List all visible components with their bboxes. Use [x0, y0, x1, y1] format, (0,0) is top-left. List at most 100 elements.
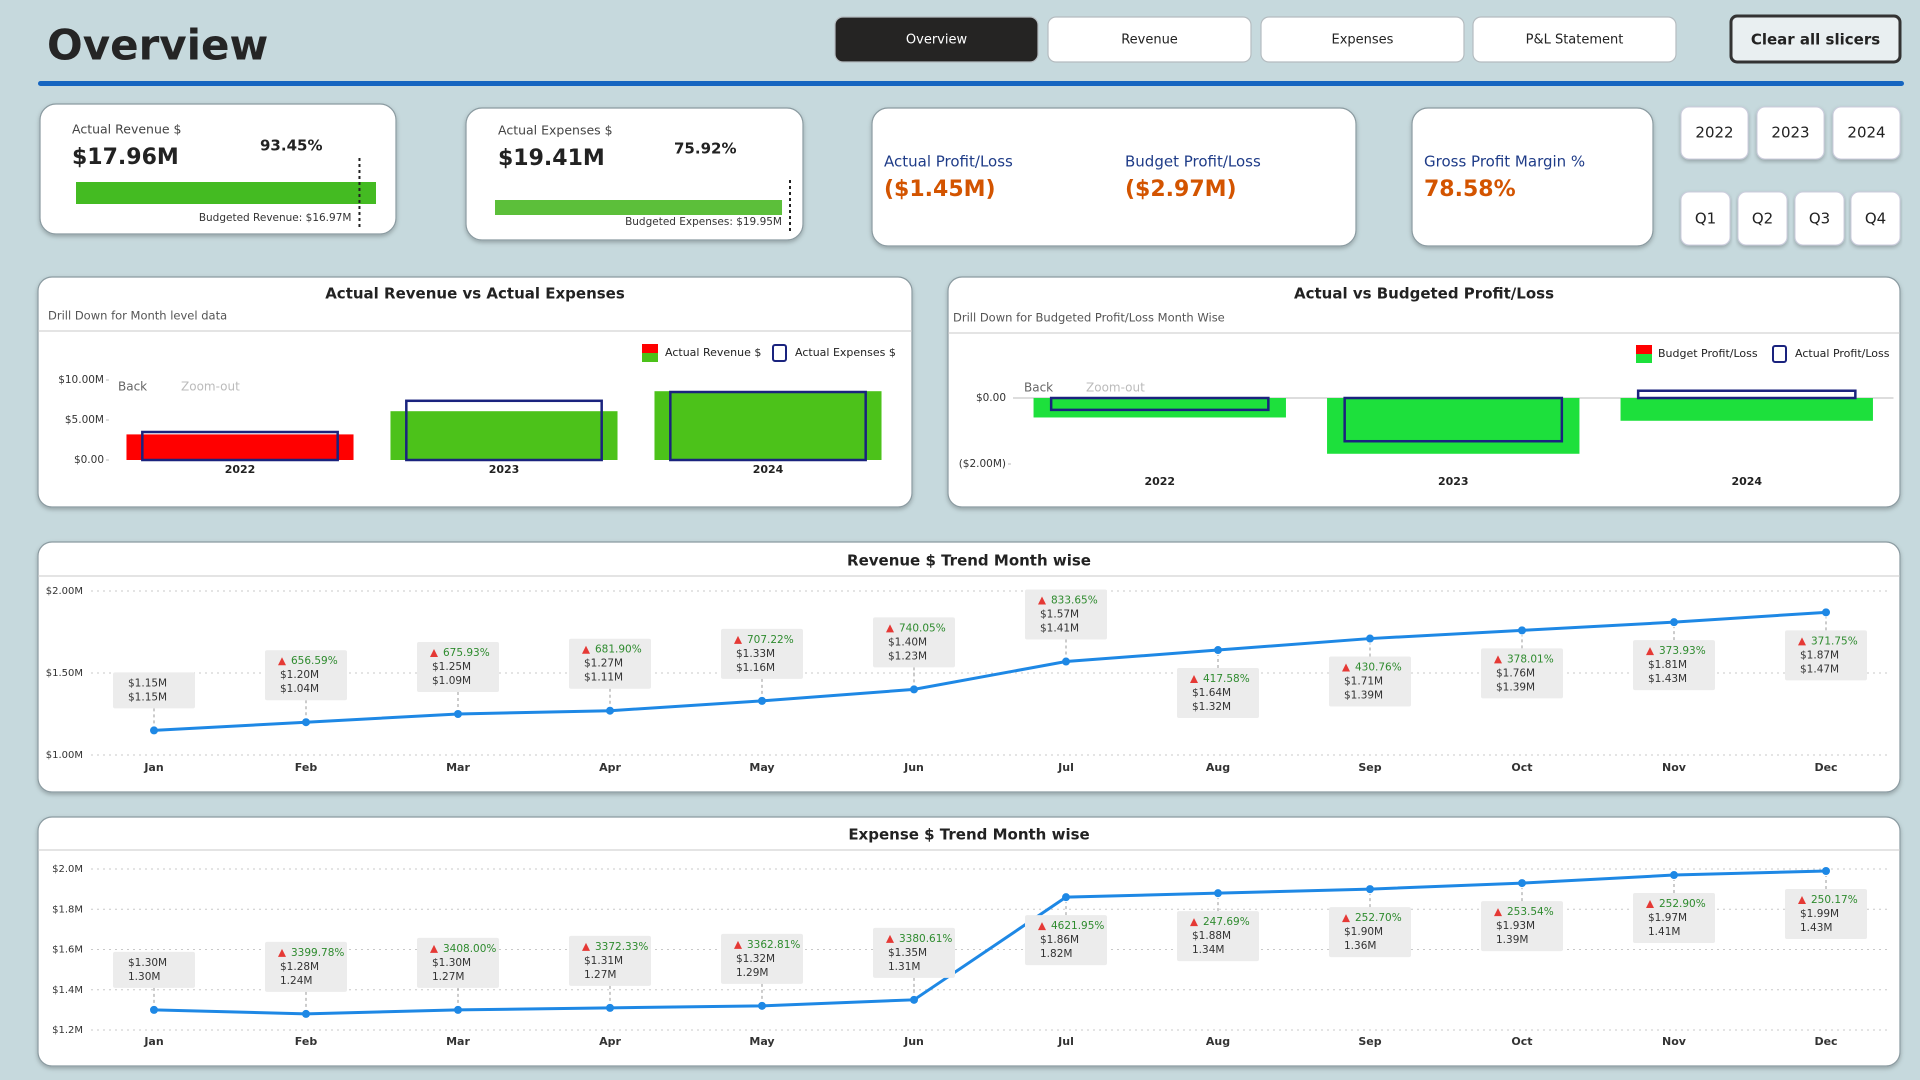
data-label: $1.93M — [1496, 920, 1535, 932]
quarter-slicer[interactable]: Q2 — [1737, 191, 1788, 246]
x-tick-label: Dec — [1814, 1035, 1837, 1048]
quarter-slicer-bg[interactable] — [1737, 191, 1788, 246]
y-tick-label: $1.50M — [46, 668, 83, 679]
quarter-slicer-label[interactable]: Q2 — [1752, 210, 1773, 228]
secondary-label: 1.31M — [888, 961, 920, 973]
secondary-label: $1.41M — [1040, 623, 1079, 635]
data-label: $1.35M — [888, 947, 927, 959]
data-label: $1.15M — [128, 677, 167, 689]
legend-swatch — [1636, 354, 1652, 363]
year-slicer[interactable]: 2024 — [1832, 106, 1901, 160]
change-label: 4621.95% — [1051, 920, 1104, 932]
year-slicer-label[interactable]: 2022 — [1695, 124, 1733, 142]
quarter-slicer-label[interactable]: Q4 — [1865, 210, 1886, 228]
bar-outline — [405, 399, 603, 462]
x-tick-label: 2022 — [1144, 475, 1175, 488]
quarter-slicer-label[interactable]: Q3 — [1809, 210, 1830, 228]
secondary-label: 1.39M — [1496, 934, 1528, 946]
data-point — [1366, 634, 1374, 643]
x-tick-label: Feb — [295, 1035, 318, 1048]
profit-card — [871, 107, 1357, 247]
data-point — [302, 1009, 310, 1018]
change-arrow — [1494, 655, 1502, 664]
data-label: $1.57M — [1040, 609, 1079, 621]
nav-tab-bg[interactable] — [1047, 16, 1252, 63]
x-tick-label: Mar — [446, 1035, 470, 1048]
bar-outline — [669, 390, 867, 462]
chart-title: Revenue $ Trend Month wise — [847, 552, 1091, 570]
secondary-label: 1.82M — [1040, 948, 1072, 960]
change-arrow — [1646, 900, 1654, 909]
data-label-box — [1633, 640, 1715, 691]
x-tick-label: Jul — [1057, 761, 1074, 774]
visual-control: Back — [118, 380, 147, 394]
year-slicer[interactable]: 2023 — [1756, 106, 1825, 160]
nav-tab[interactable]: P&L Statement — [1472, 16, 1677, 63]
quarter-slicer-bg[interactable] — [1850, 191, 1901, 246]
year-slicer-bg[interactable] — [1832, 106, 1901, 160]
clear-slicers-button[interactable]: Clear all slicers — [1729, 14, 1902, 64]
year-slicer[interactable]: 2022 — [1680, 106, 1749, 160]
year-slicer-label[interactable]: 2023 — [1771, 124, 1809, 142]
profit-value: ($1.45M) — [884, 177, 996, 202]
kpi-target-label: Budgeted Revenue: $16.97M — [199, 212, 352, 224]
year-slicer-bg[interactable] — [1756, 106, 1825, 160]
data-label-box — [721, 933, 803, 984]
data-label: $1.88M — [1192, 930, 1231, 942]
data-label: $1.97M — [1648, 912, 1687, 924]
data-label: $1.81M — [1648, 659, 1687, 671]
change-label: 3362.81% — [747, 939, 800, 951]
nav-tab-bg[interactable] — [1260, 16, 1465, 63]
y-tick-label: $1.4M — [52, 985, 83, 996]
change-arrow — [734, 635, 742, 644]
nav-tab[interactable]: Expenses — [1260, 16, 1465, 63]
change-label: 740.05% — [899, 622, 946, 634]
nav-tab[interactable]: Overview — [834, 16, 1039, 63]
nav-tab[interactable]: Revenue — [1047, 16, 1252, 63]
y-tick-label: $10.00M — [58, 374, 104, 386]
year-slicer-label[interactable]: 2024 — [1847, 124, 1885, 142]
kpi-value: $17.96M — [72, 145, 179, 170]
chart-card — [37, 816, 1901, 1067]
data-label-box — [1785, 889, 1867, 940]
change-label: 371.75% — [1811, 635, 1858, 647]
data-label-box — [265, 941, 347, 992]
clear-slicers-bg[interactable] — [1729, 14, 1902, 64]
nav-tab-label[interactable]: P&L Statement — [1526, 33, 1624, 48]
clear-slicers-label[interactable]: Clear all slicers — [1751, 31, 1880, 49]
nav-tab-label[interactable]: Overview — [906, 33, 968, 48]
data-point — [1214, 889, 1222, 898]
secondary-label: $1.23M — [888, 650, 927, 662]
legend-label: Actual Profit/Loss — [1795, 347, 1890, 360]
secondary-label: 1.34M — [1192, 944, 1224, 956]
data-label-box — [417, 642, 499, 692]
bar-outline — [1636, 389, 1857, 400]
y-tick-label: $2.00M — [46, 586, 83, 597]
quarter-slicer[interactable]: Q1 — [1680, 191, 1731, 246]
quarter-slicer[interactable]: Q3 — [1794, 191, 1845, 246]
kpi-target-label: Budgeted Expenses: $19.95M — [625, 216, 782, 228]
legend-label: Budget Profit/Loss — [1658, 347, 1758, 360]
quarter-slicer-bg[interactable] — [1794, 191, 1845, 246]
change-label: 3372.33% — [595, 941, 648, 953]
quarter-slicer-label[interactable]: Q1 — [1695, 210, 1716, 228]
data-point — [910, 995, 918, 1004]
bar-outline — [1343, 396, 1564, 443]
x-tick-label: 2024 — [753, 463, 784, 476]
data-label: $1.86M — [1040, 934, 1079, 946]
quarter-slicer-bg[interactable] — [1680, 191, 1731, 246]
change-arrow — [1342, 663, 1350, 672]
quarter-slicer[interactable]: Q4 — [1850, 191, 1901, 246]
nav-tab-bg[interactable] — [1472, 16, 1677, 63]
y-tick-label: $0.00 — [74, 454, 104, 466]
y-tick-label: $2.0M — [52, 864, 83, 875]
nav-tab-bg[interactable] — [834, 16, 1039, 63]
data-point — [606, 1003, 614, 1012]
nav-tab-label[interactable]: Expenses — [1332, 33, 1394, 48]
data-label-box — [569, 638, 651, 689]
year-slicer-bg[interactable] — [1680, 106, 1749, 160]
x-tick-label: Oct — [1511, 761, 1532, 774]
margin-card — [1411, 107, 1654, 247]
nav-tab-label[interactable]: Revenue — [1121, 33, 1178, 48]
